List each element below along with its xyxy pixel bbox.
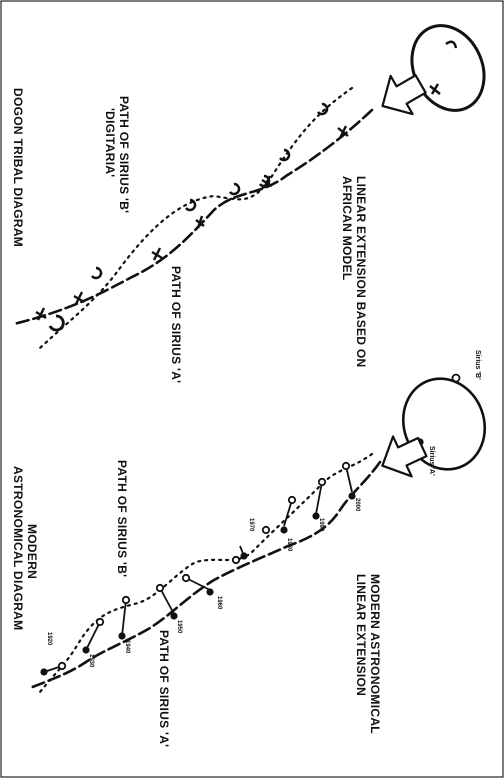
dogon-mark-c [185, 198, 197, 212]
dogon-oval [410, 24, 486, 112]
modern-path-a [28, 460, 382, 690]
dogon-mark-c [229, 182, 241, 196]
dogon-path-a-label: PATH OF SIRIUS 'A' [169, 266, 183, 383]
dogon-oval-mark-1 [445, 40, 458, 49]
year-label: 1950 [176, 620, 182, 634]
dogon-mark-c [48, 314, 65, 332]
modern-path-b [38, 452, 374, 694]
modern-a-points [40, 492, 356, 676]
sirius-a-small-label: Sirius 'A' [428, 446, 435, 476]
african-label-line2: AFRICAN MODEL [340, 176, 354, 281]
year-label: 1940 [124, 640, 130, 654]
modern-orbit [401, 377, 487, 471]
modern-path-b-label: PATH OF SIRIUS 'B' [115, 460, 129, 577]
year-label: 1980 [286, 538, 292, 552]
dogon-caption: DOGON TRIBAL DIAGRAM [11, 88, 25, 247]
dogon-path-b [38, 86, 354, 350]
year-label: 1970 [248, 518, 254, 532]
modern-arrow [381, 435, 428, 478]
dogon-oval-mark-2 [429, 83, 441, 95]
year-label: 2000 [354, 498, 360, 512]
sirius-b-star [451, 373, 461, 383]
dogon-mark-c [279, 148, 291, 162]
year-label: 1930 [88, 654, 94, 668]
dogon-mark-x [35, 125, 349, 321]
dogon-path-a [12, 108, 374, 326]
modern-b-points [57, 461, 351, 671]
dogon-arrow [381, 74, 427, 116]
digitaria-label-line2: 'DIGITARIA' [103, 108, 117, 177]
modern-caption-line1: MODERN [25, 524, 39, 579]
dogon-diagram: DOGON TRIBAL DIAGRAM PATH OF SIRIUS 'B' … [11, 24, 486, 383]
modern-connectors [43, 465, 353, 673]
digitaria-label-line1: PATH OF SIRIUS 'B' [117, 96, 131, 213]
dogon-mark-c [91, 266, 103, 280]
modern-ext-label-line1: MODERN ASTRONOMICAL [368, 574, 382, 734]
modern-path-a-label: PATH OF SIRIUS 'A' [157, 630, 171, 747]
modern-diagram: Sirius 'B' Sirius 'A' [11, 350, 487, 747]
year-label: 1920 [46, 632, 52, 646]
dogon-mark-c [317, 102, 329, 116]
year-label: 1960 [216, 596, 222, 610]
modern-ext-label-line2: LINEAR EXTENSION [354, 574, 368, 696]
african-label-line1: LINEAR EXTENSION BASED ON [354, 176, 368, 368]
sirius-b-small-label: Sirius 'B' [474, 350, 481, 380]
year-label: 1990 [318, 518, 324, 532]
modern-caption-line2: ASTRONOMICAL DIAGRAM [11, 466, 25, 630]
